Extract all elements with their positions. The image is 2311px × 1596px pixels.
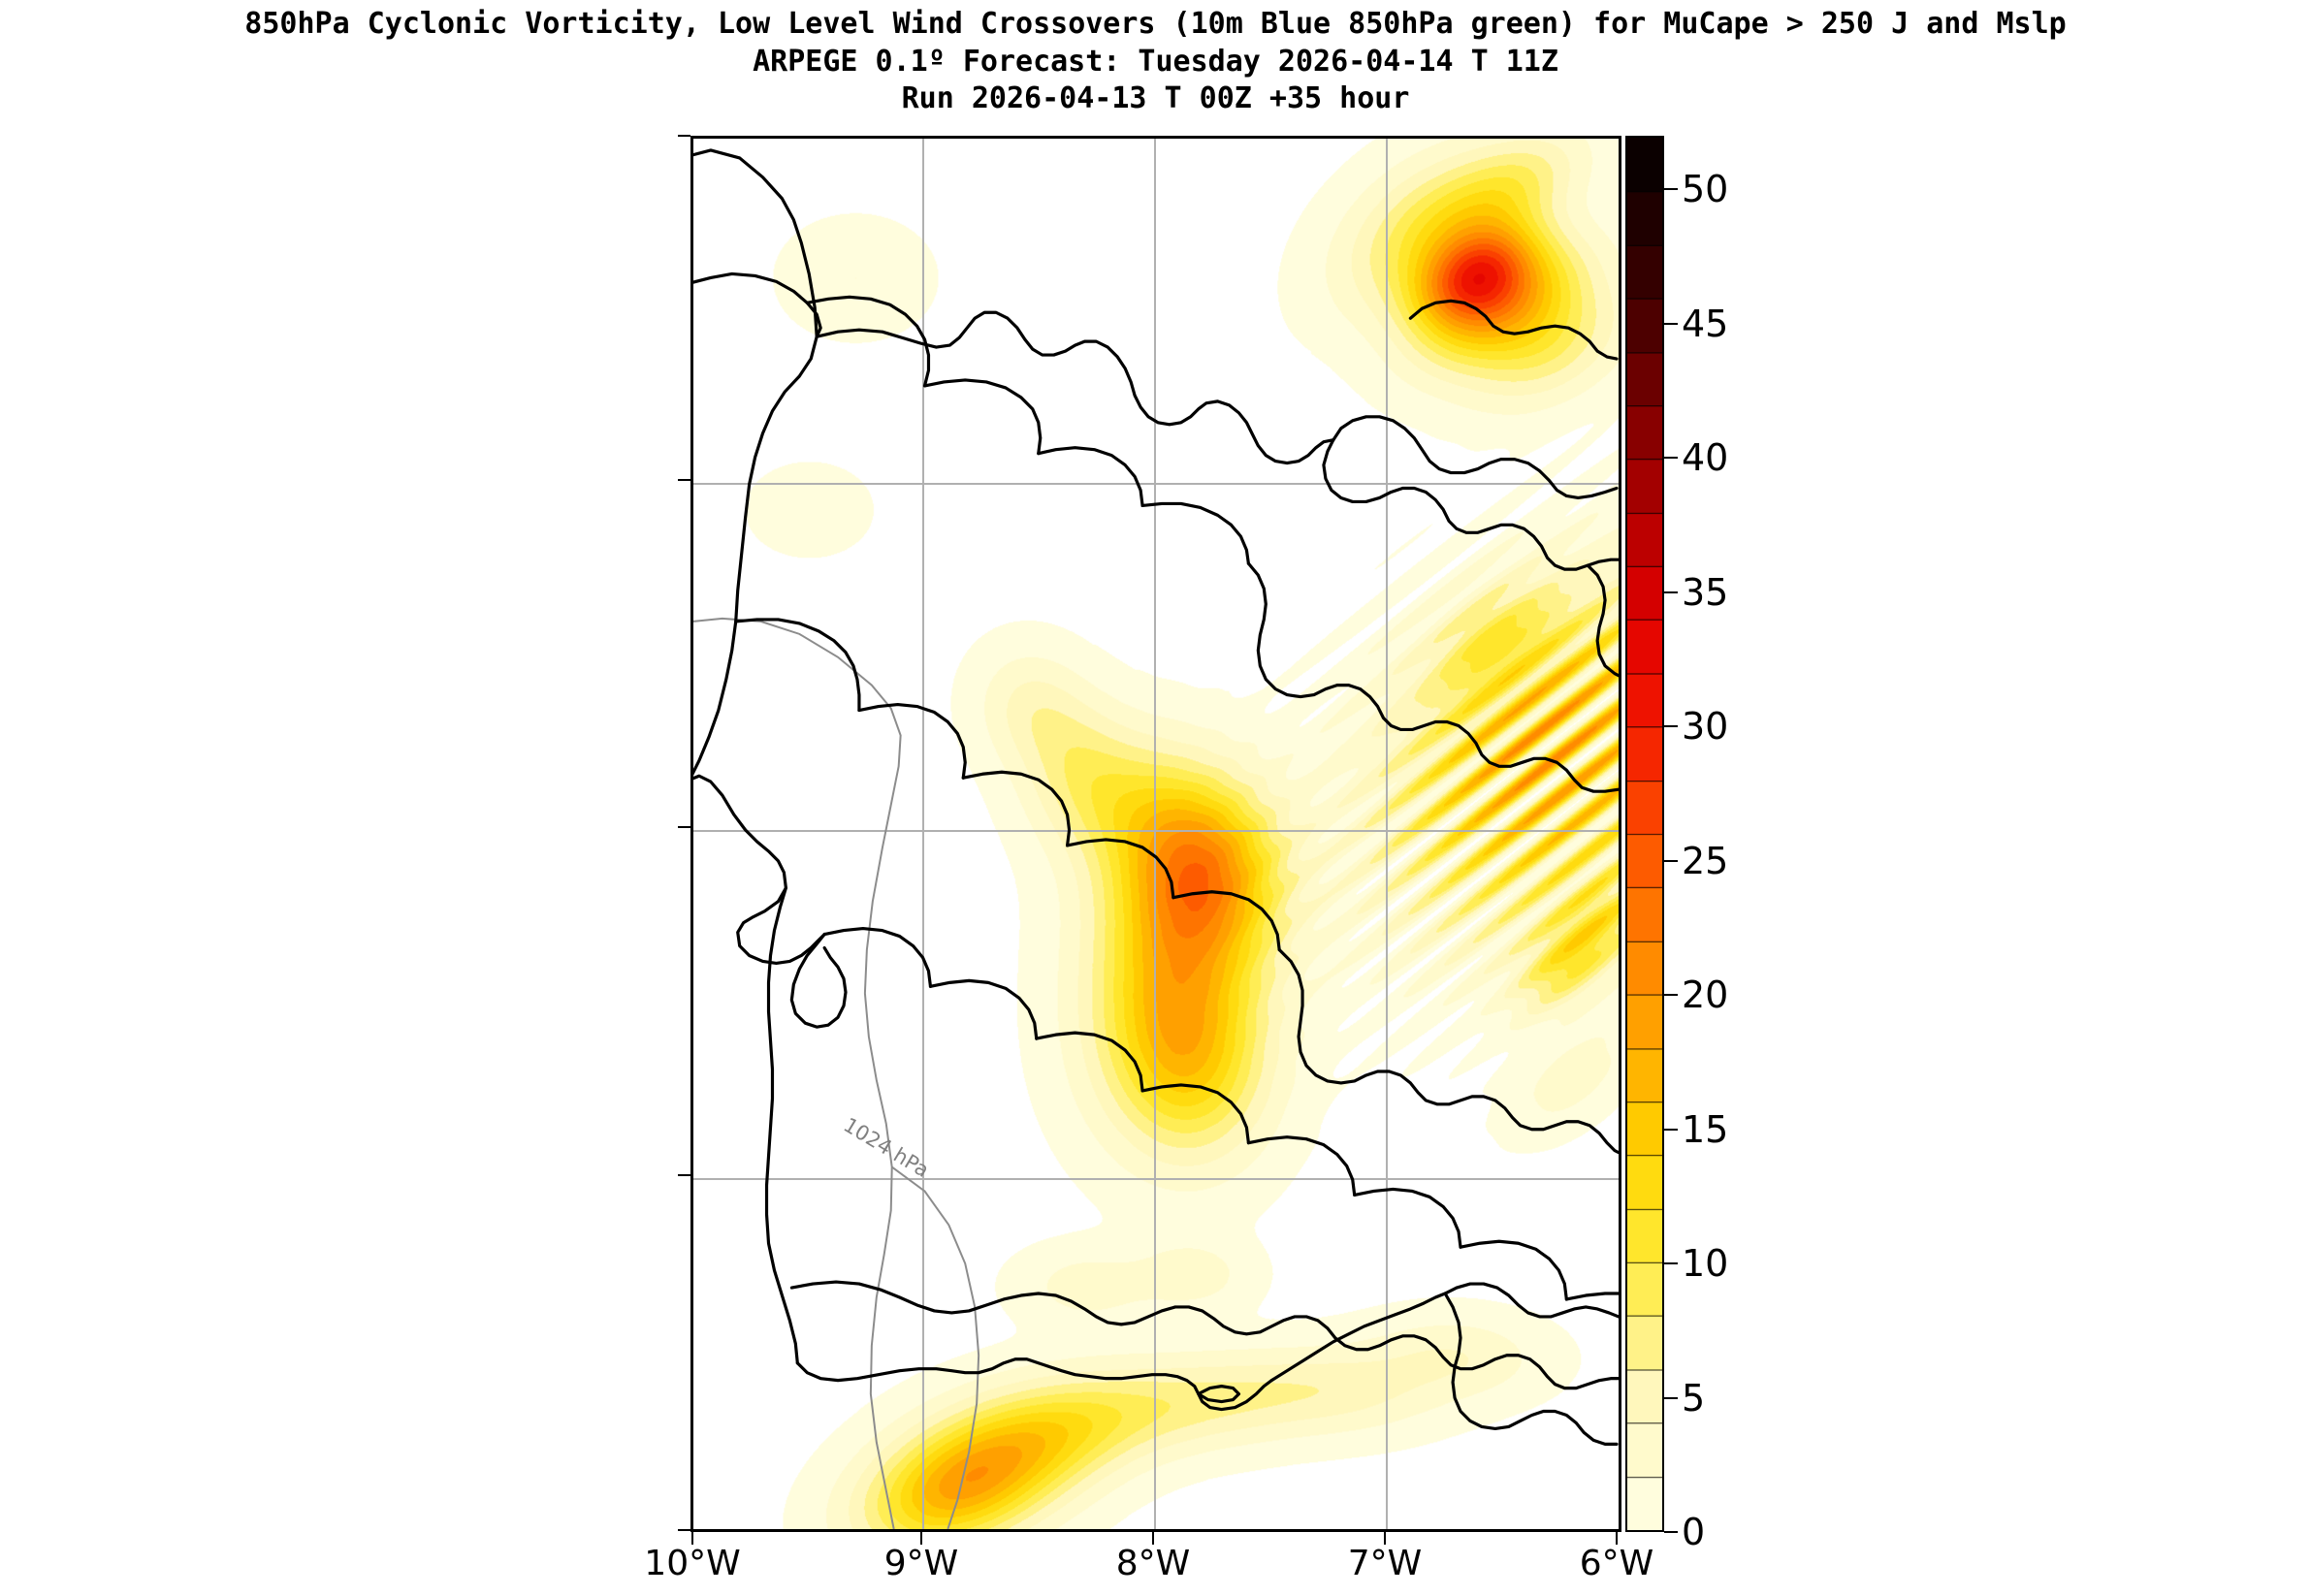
- colorbar-tick-25: [1664, 859, 1678, 862]
- xtick-label-10w: 10°W: [644, 1544, 741, 1583]
- colorbar-tick-15: [1664, 1128, 1678, 1131]
- coastline-and-borders: [693, 148, 1619, 1446]
- map-geometry-overlay: [693, 148, 1619, 1529]
- xtick-label-9w: 9°W: [883, 1544, 959, 1583]
- xtick-label-6w: 6°W: [1579, 1544, 1654, 1583]
- colorbar-tick-45: [1664, 322, 1678, 325]
- mslp-contour-1024: [693, 617, 980, 1529]
- ytick-mark-425n: [678, 135, 690, 137]
- colorbar-label-25: 25: [1682, 839, 1729, 882]
- gridline-lon-7w: [1386, 139, 1388, 1529]
- colorbar-tick-5: [1664, 1396, 1678, 1399]
- colorbar-tick-0: [1664, 1531, 1678, 1533]
- ytick-mark-365n: [678, 1529, 690, 1531]
- ytick-mark-38n: [678, 1174, 690, 1176]
- xtick-mark-6w: [1616, 1532, 1618, 1545]
- colorbar-tick-30: [1664, 725, 1678, 728]
- title-line-1: 850hPa Cyclonic Vorticity, Low Level Win…: [244, 7, 2067, 41]
- gridline-lat-41n: [693, 483, 1619, 485]
- colorbar-label-20: 20: [1682, 974, 1729, 1017]
- ytick-mark-395n: [678, 826, 690, 828]
- title-line-3: Run 2026-04-13 T 00Z +35 hour: [901, 81, 1410, 115]
- colorbar-label-30: 30: [1682, 705, 1729, 749]
- title-line-2: ARPEGE 0.1º Forecast: Tuesday 2026-04-14…: [753, 45, 1558, 79]
- colorbar-tick-35: [1664, 591, 1678, 593]
- colorbar-tick-20: [1664, 994, 1678, 997]
- chart-title-block: 850hPa Cyclonic Vorticity, Low Level Win…: [0, 0, 2311, 117]
- colorbar-label-10: 10: [1682, 1242, 1729, 1286]
- ytick-mark-41n: [678, 479, 690, 481]
- colorbar-gradient: [1625, 136, 1664, 1532]
- xtick-label-7w: 7°W: [1347, 1544, 1423, 1583]
- gridline-lon-8w: [1154, 139, 1156, 1529]
- colorbar-tick-50: [1664, 188, 1678, 191]
- colorbar-label-0: 0: [1682, 1511, 1706, 1553]
- colorbar-label-50: 50: [1682, 168, 1729, 211]
- colorbar[interactable]: 0 5 10 15 20 25 30 35 40 45 50: [1625, 136, 1728, 1553]
- colorbar-label-40: 40: [1682, 436, 1729, 480]
- colorbar-label-15: 15: [1682, 1107, 1729, 1151]
- xtick-mark-7w: [1384, 1532, 1386, 1545]
- colorbar-tick-40: [1664, 457, 1678, 460]
- colorbar-label-45: 45: [1682, 302, 1729, 345]
- colorbar-tick-10: [1664, 1262, 1678, 1265]
- map-plot-area[interactable]: [690, 136, 1621, 1532]
- xtick-mark-9w: [920, 1532, 922, 1545]
- xtick-label-8w: 8°W: [1115, 1544, 1191, 1583]
- colorbar-label-5: 5: [1682, 1376, 1706, 1420]
- vorticity-field-heatmap: [693, 139, 1619, 1529]
- xtick-mark-10w: [691, 1532, 693, 1545]
- gridline-lat-38n: [693, 1178, 1619, 1180]
- gridline-lon-9w: [922, 139, 924, 1529]
- colorbar-label-35: 35: [1682, 570, 1729, 614]
- xtick-mark-8w: [1152, 1532, 1154, 1545]
- gridline-lat-395n: [693, 830, 1619, 832]
